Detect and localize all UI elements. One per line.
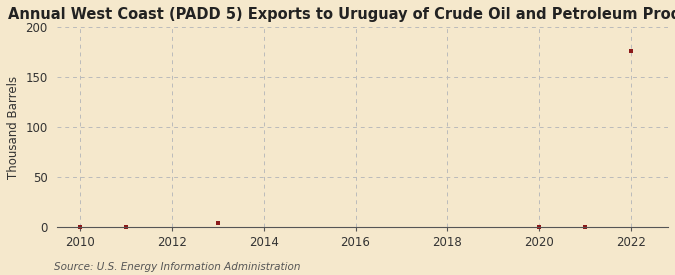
Text: Source: U.S. Energy Information Administration: Source: U.S. Energy Information Administ… [54, 262, 300, 272]
Y-axis label: Thousand Barrels: Thousand Barrels [7, 75, 20, 178]
Title: Annual West Coast (PADD 5) Exports to Uruguay of Crude Oil and Petroleum Product: Annual West Coast (PADD 5) Exports to Ur… [8, 7, 675, 22]
